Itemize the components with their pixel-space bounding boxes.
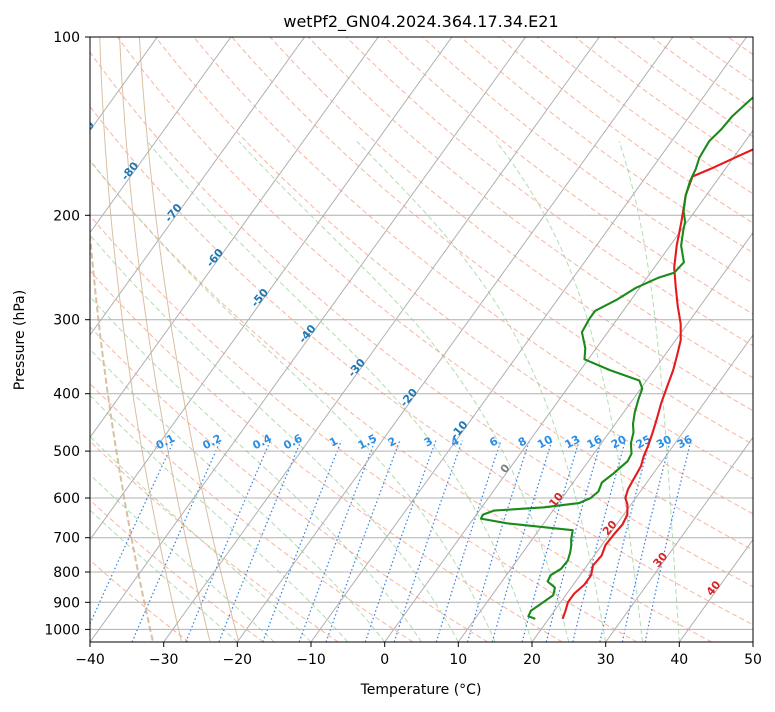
y-tick-label: 700: [53, 531, 80, 547]
y-tick-label: 300: [53, 313, 80, 329]
x-tick-label: 30: [597, 652, 615, 668]
y-tick-label: 400: [53, 387, 80, 403]
x-tick-label: 0: [380, 652, 389, 668]
x-tick-label: −40: [75, 652, 105, 668]
y-tick-label: 500: [53, 444, 80, 460]
y-axis-label: Pressure (hPa): [12, 290, 28, 390]
chart-title: wetPf2_GN04.2024.364.17.34.E21: [283, 12, 558, 32]
x-tick-label: −10: [296, 652, 326, 668]
x-tick-label: 10: [449, 652, 467, 668]
x-axis-label: Temperature (°C): [360, 682, 482, 698]
x-tick-label: 40: [670, 652, 688, 668]
y-tick-label: 900: [53, 595, 80, 611]
y-tick-label: 600: [53, 491, 80, 507]
x-tick-label: −20: [223, 652, 253, 668]
y-tick-label: 200: [53, 208, 80, 224]
y-tick-label: 100: [53, 30, 80, 46]
y-tick-label: 800: [53, 565, 80, 581]
x-tick-label: 50: [744, 652, 762, 668]
x-tick-label: −30: [149, 652, 179, 668]
y-tick-label: 1000: [44, 622, 80, 638]
x-tick-label: 20: [523, 652, 541, 668]
